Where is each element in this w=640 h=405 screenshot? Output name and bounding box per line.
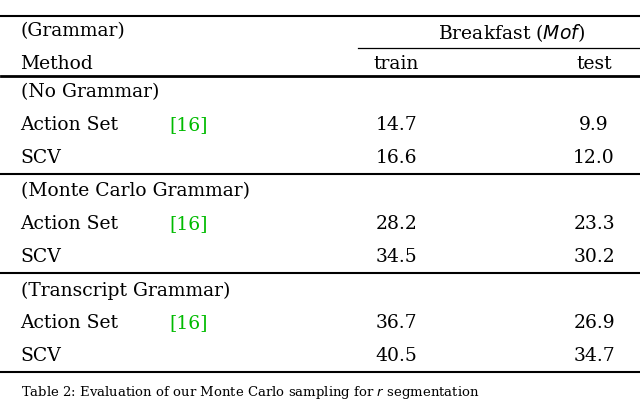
- Text: (Monte Carlo Grammar): (Monte Carlo Grammar): [20, 182, 250, 200]
- Text: SCV: SCV: [20, 347, 61, 364]
- Text: Method: Method: [20, 55, 93, 73]
- Text: Breakfast ($\mathit{Mof}$): Breakfast ($\mathit{Mof}$): [438, 22, 585, 44]
- Text: 34.5: 34.5: [376, 248, 417, 266]
- Text: 26.9: 26.9: [573, 314, 615, 332]
- Text: train: train: [374, 55, 419, 73]
- Text: (No Grammar): (No Grammar): [20, 83, 159, 101]
- Text: [16]: [16]: [169, 215, 207, 233]
- Text: SCV: SCV: [20, 149, 61, 167]
- Text: (Grammar): (Grammar): [20, 22, 125, 40]
- Text: Action Set: Action Set: [20, 314, 125, 332]
- Text: 30.2: 30.2: [573, 248, 615, 266]
- Text: Table 2: Evaluation of our Monte Carlo sampling for $r$ segmentation: Table 2: Evaluation of our Monte Carlo s…: [20, 384, 479, 401]
- Text: SCV: SCV: [20, 248, 61, 266]
- Text: 36.7: 36.7: [376, 314, 417, 332]
- Text: 9.9: 9.9: [579, 116, 609, 134]
- Text: 12.0: 12.0: [573, 149, 615, 167]
- Text: 40.5: 40.5: [376, 347, 417, 364]
- Text: 28.2: 28.2: [376, 215, 417, 233]
- Text: [16]: [16]: [169, 116, 207, 134]
- Text: 16.6: 16.6: [376, 149, 417, 167]
- Text: Action Set: Action Set: [20, 215, 125, 233]
- Text: Action Set: Action Set: [20, 116, 125, 134]
- Text: [16]: [16]: [169, 314, 207, 332]
- Text: test: test: [576, 55, 612, 73]
- Text: 14.7: 14.7: [376, 116, 417, 134]
- Text: (Transcript Grammar): (Transcript Grammar): [20, 281, 230, 299]
- Text: 23.3: 23.3: [573, 215, 615, 233]
- Text: 34.7: 34.7: [573, 347, 615, 364]
